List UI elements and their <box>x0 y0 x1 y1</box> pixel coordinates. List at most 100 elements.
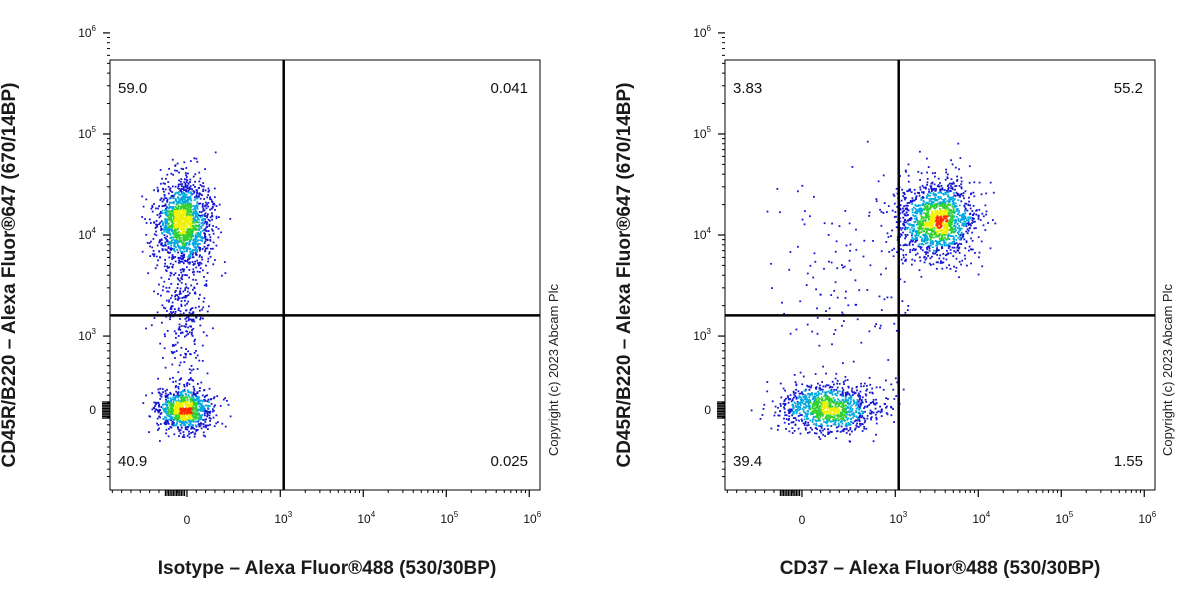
event-point <box>921 240 923 243</box>
event-point <box>971 217 974 219</box>
event-point <box>918 232 921 235</box>
event-point <box>953 219 956 222</box>
event-point <box>174 242 176 245</box>
event-point <box>207 190 210 193</box>
event-point <box>173 398 175 401</box>
event-point <box>183 178 186 181</box>
event-point <box>936 235 939 238</box>
event-point <box>193 399 196 402</box>
event-point <box>950 182 952 185</box>
event-point <box>196 392 199 394</box>
event-point <box>215 226 218 228</box>
event-point <box>182 270 185 273</box>
event-point <box>173 308 176 310</box>
event-point <box>186 381 189 384</box>
event-point <box>915 216 918 219</box>
event-point <box>951 197 954 199</box>
event-point <box>837 422 840 425</box>
event-point <box>184 299 186 302</box>
event-point <box>171 256 174 259</box>
event-point <box>207 408 210 410</box>
event-point <box>180 239 183 242</box>
event-point <box>199 324 202 327</box>
event-point <box>213 405 216 408</box>
event-point <box>847 385 850 388</box>
event-point <box>958 211 960 214</box>
event-point <box>864 393 867 396</box>
event-point <box>858 398 861 401</box>
event-point <box>162 391 164 394</box>
event-point <box>173 424 176 427</box>
event-point <box>914 217 916 220</box>
event-point <box>167 218 170 221</box>
event-point <box>851 387 854 390</box>
event-point <box>162 407 164 410</box>
event-point <box>183 253 185 256</box>
event-point <box>947 234 949 236</box>
event-point <box>788 268 791 271</box>
event-point <box>947 247 950 249</box>
event-point <box>868 391 871 394</box>
event-point <box>181 403 183 405</box>
event-point <box>809 407 812 410</box>
event-point <box>825 384 828 387</box>
event-point <box>175 350 178 352</box>
event-point <box>183 186 185 189</box>
event-point <box>177 183 180 186</box>
event-point <box>190 197 192 200</box>
event-point <box>199 309 201 312</box>
event-point <box>968 200 970 203</box>
event-point <box>828 386 831 389</box>
event-point <box>171 209 174 211</box>
event-point <box>915 230 918 232</box>
event-point <box>177 231 180 234</box>
event-point <box>841 264 843 266</box>
event-point <box>180 397 183 399</box>
event-point <box>779 382 782 385</box>
event-point <box>176 294 178 296</box>
event-point <box>847 429 850 432</box>
event-point <box>968 204 970 207</box>
event-point <box>815 420 818 422</box>
event-point <box>168 410 170 413</box>
event-point <box>960 180 963 183</box>
event-point <box>153 233 156 236</box>
event-point <box>941 201 944 204</box>
event-point <box>917 205 919 207</box>
event-point <box>939 182 941 184</box>
event-point <box>183 436 186 438</box>
event-point <box>802 399 804 402</box>
event-point <box>834 250 837 253</box>
event-point <box>187 326 190 329</box>
event-point <box>199 387 201 389</box>
event-point <box>159 416 161 419</box>
event-point <box>207 428 209 430</box>
event-point <box>875 386 878 389</box>
event-point <box>917 234 920 237</box>
event-point <box>198 234 201 237</box>
event-point <box>841 392 844 395</box>
event-point <box>921 249 924 252</box>
event-point <box>153 407 155 409</box>
event-point <box>941 246 944 249</box>
event-point <box>204 435 206 438</box>
event-point <box>906 208 908 211</box>
event-point <box>221 422 224 425</box>
event-point <box>174 169 176 172</box>
event-point <box>863 427 866 430</box>
event-point <box>982 215 985 218</box>
event-point <box>905 204 907 207</box>
event-point <box>795 388 797 391</box>
event-point <box>182 237 185 240</box>
event-point <box>179 421 181 423</box>
event-point <box>198 297 200 300</box>
event-point <box>199 254 201 257</box>
event-point <box>179 409 182 412</box>
event-point <box>911 197 914 200</box>
event-point <box>165 197 168 199</box>
event-point <box>850 395 852 397</box>
event-point <box>195 350 197 352</box>
event-point <box>928 245 930 248</box>
event-point <box>821 408 823 411</box>
event-point <box>863 239 866 242</box>
